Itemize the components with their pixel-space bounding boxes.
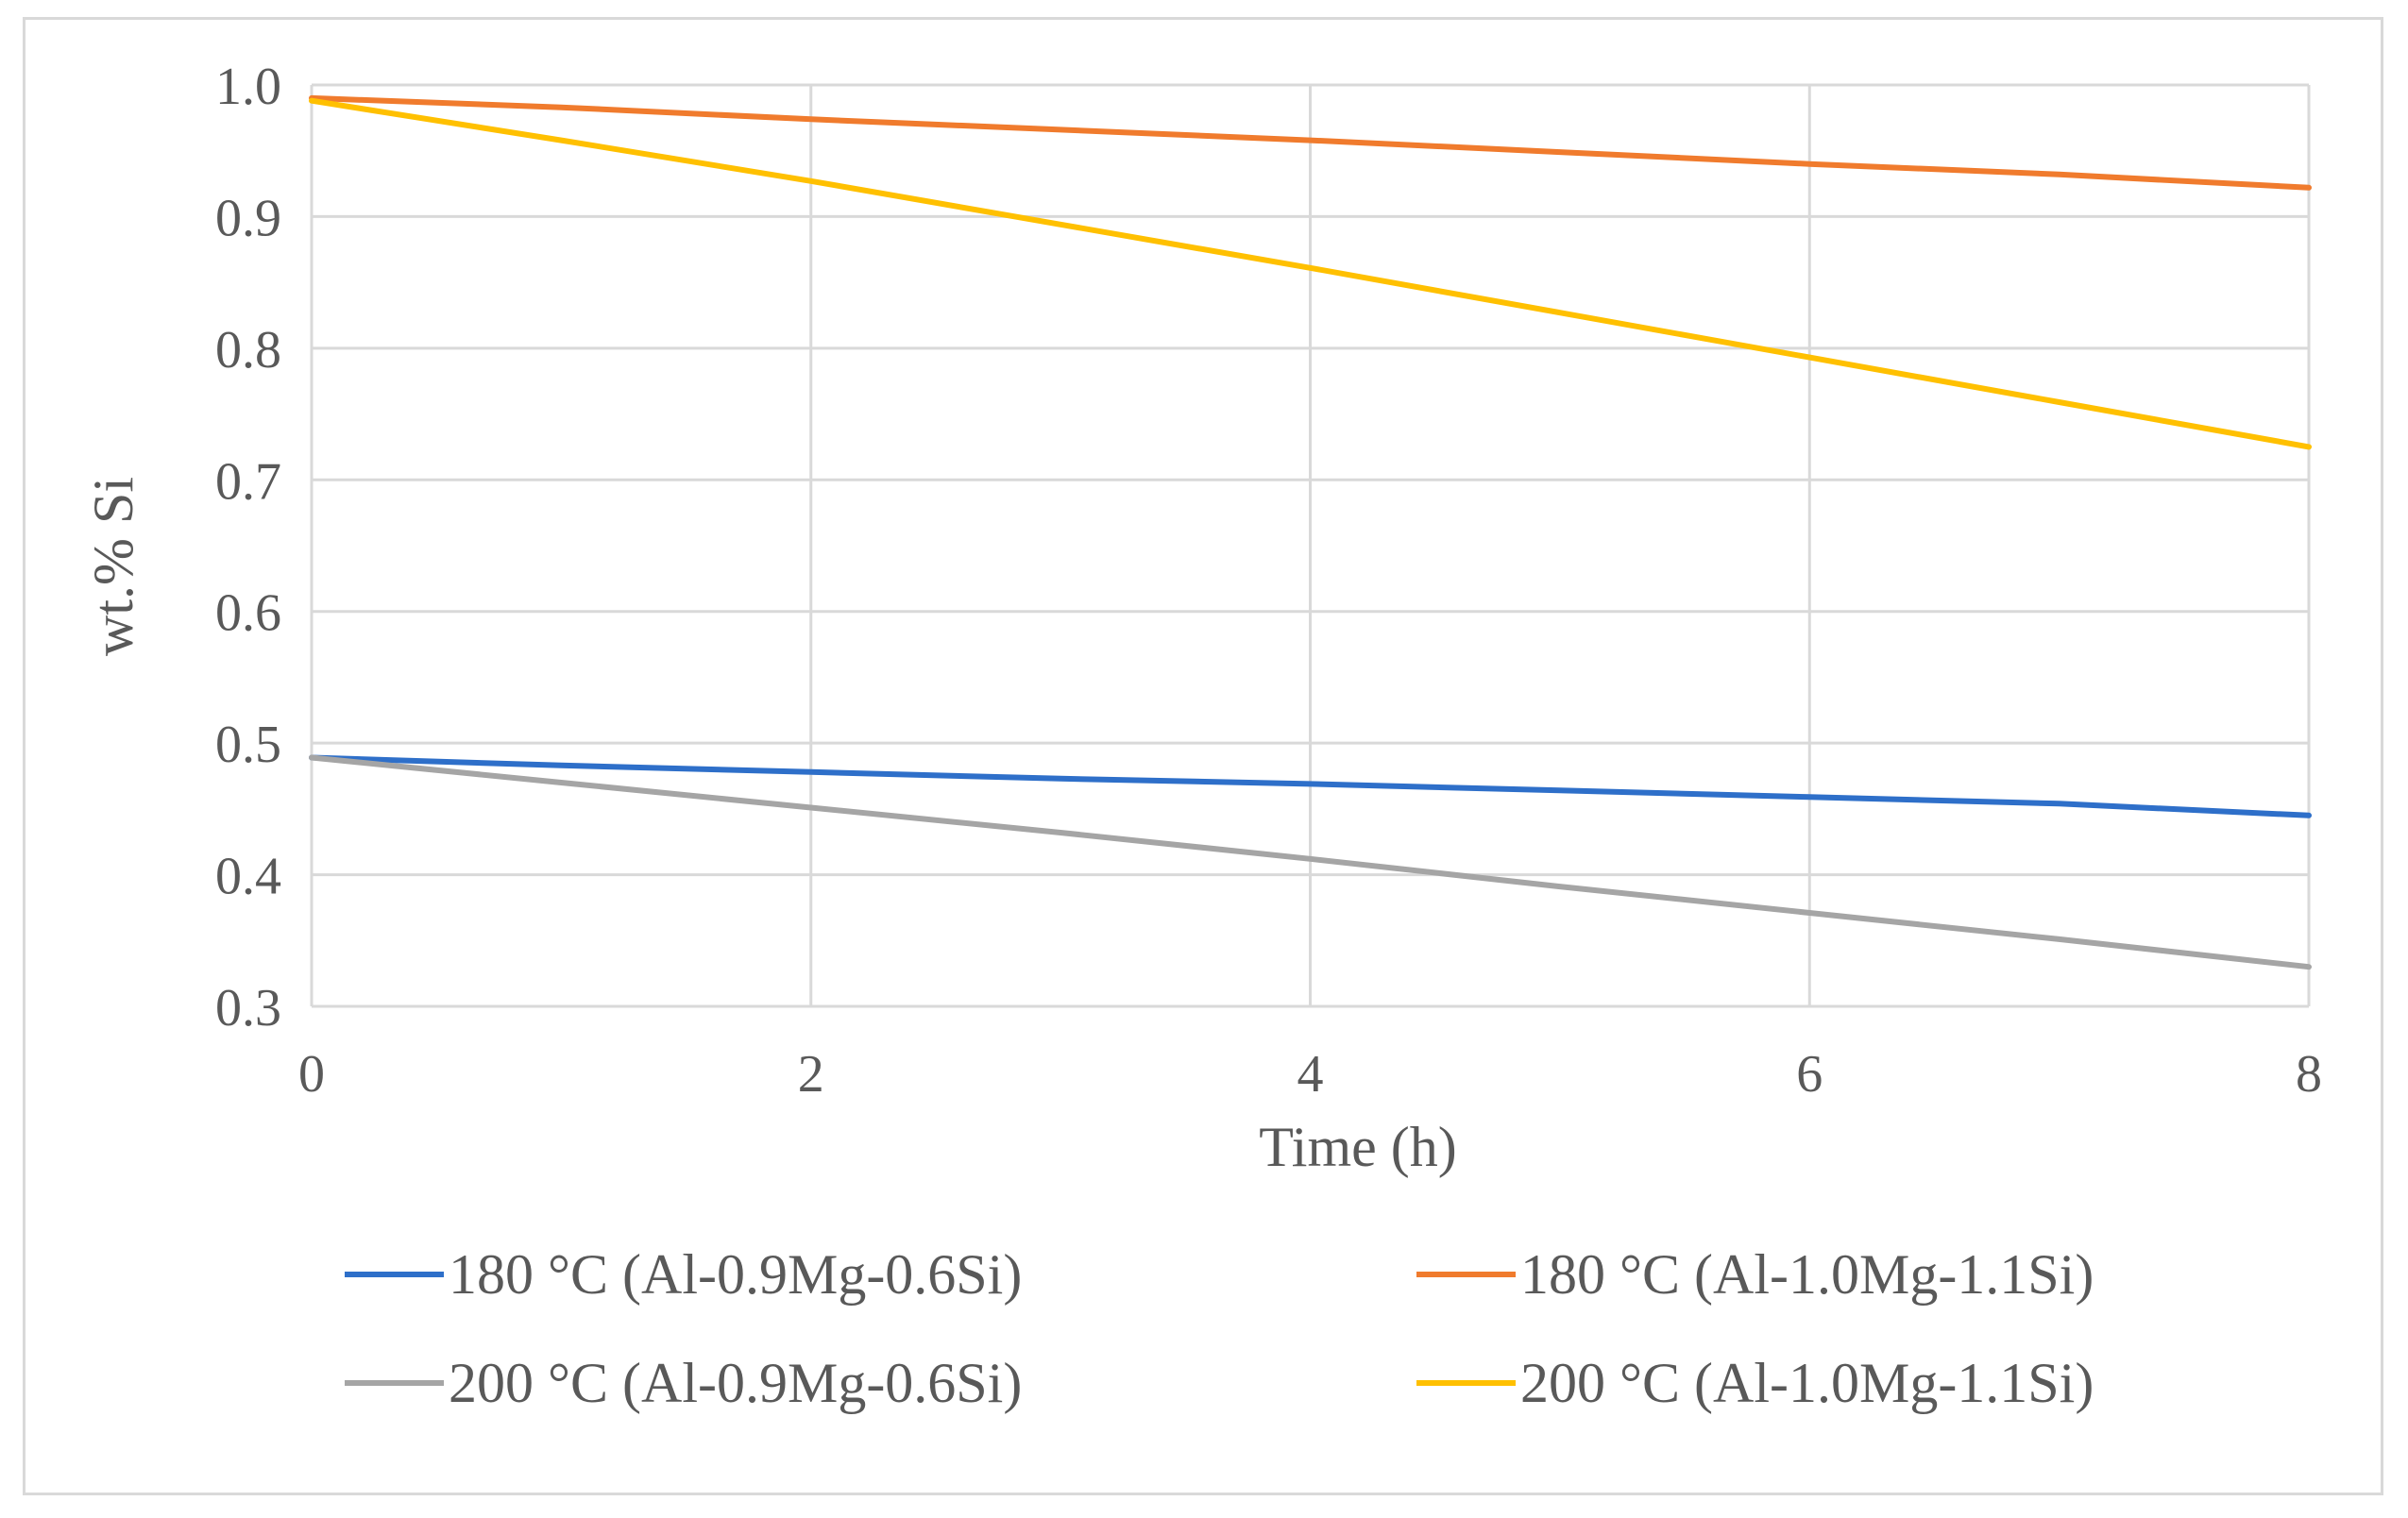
x-axis-label: Time (h) [1259, 1116, 1456, 1178]
y-tick-label: 0.7 [215, 452, 281, 511]
x-tick-label: 0 [298, 1045, 325, 1104]
chart-frame [23, 17, 2383, 1495]
y-axis-label: wt.% Si [82, 477, 144, 656]
legend-label-4: 200 °C (Al-1.0Mg-1.1Si) [1520, 1352, 2094, 1414]
y-tick-label: 0.4 [215, 848, 281, 906]
y-tick-label: 0.8 [215, 321, 281, 380]
legend: 180 °C (Al-0.9Mg-0.6Si) 180 °C (Al-1.0Mg-… [345, 1243, 2094, 1414]
gridlines [310, 83, 2311, 1008]
y-tick-label: 0.5 [215, 716, 281, 774]
x-tick-labels: 0 2 4 6 8 [298, 1045, 2322, 1104]
y-tick-label: 0.9 [215, 189, 281, 247]
series-line-4 [309, 97, 2312, 450]
legend-label-2: 180 °C (Al-1.0Mg-1.1Si) [1520, 1243, 2094, 1306]
x-tick-label: 6 [1796, 1045, 1823, 1104]
y-tick-label: 0.3 [215, 979, 281, 1037]
series-lines [309, 94, 2312, 970]
series-line-1 [309, 754, 2312, 818]
y-tick-label: 0.6 [215, 584, 281, 643]
legend-label-1: 180 °C (Al-0.9Mg-0.6Si) [449, 1243, 1022, 1306]
series-line-2 [309, 94, 2312, 191]
x-tick-label: 2 [798, 1045, 824, 1104]
y-tick-labels: 0.3 0.4 0.5 0.6 0.7 0.8 0.9 1.0 [215, 58, 281, 1037]
series-line-3 [309, 754, 2312, 970]
x-tick-label: 8 [2296, 1045, 2322, 1104]
x-tick-label: 4 [1297, 1045, 1324, 1104]
legend-label-3: 200 °C (Al-0.9Mg-0.6Si) [449, 1352, 1022, 1414]
y-tick-label: 1.0 [215, 58, 281, 116]
